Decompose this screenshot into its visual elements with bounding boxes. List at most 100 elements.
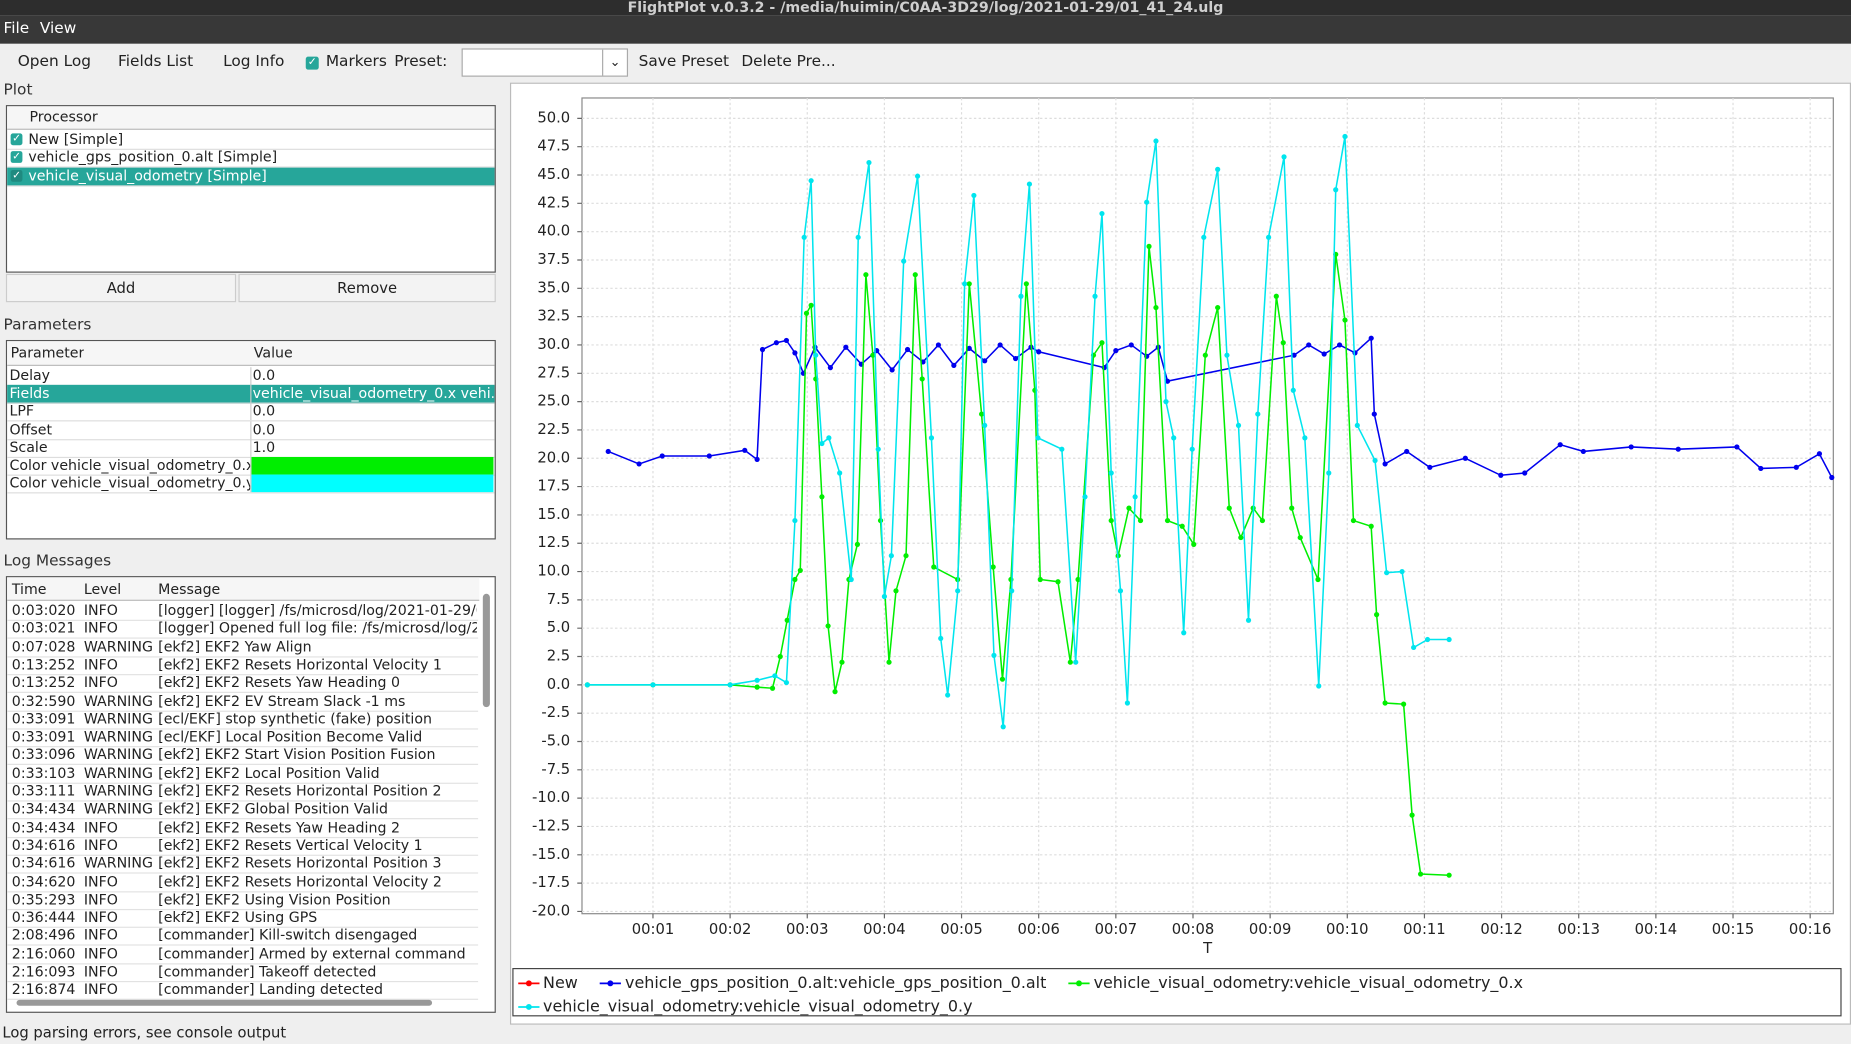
row-checkbox[interactable]: ✓ [10, 133, 23, 146]
parameter-row[interactable]: Color vehicle_visual_odometry_0.y [7, 474, 495, 494]
color-swatch[interactable] [251, 474, 494, 493]
log-row[interactable]: 2:16:093 INFO [commander] Takeoff detected [7, 963, 479, 983]
parameter-value[interactable]: 0.0 [252, 403, 276, 420]
y-tick-label: -15.0 [532, 846, 570, 863]
log-row[interactable]: 0:32:590 WARNING [ekf2] EKF2 EV Stream Sla… [7, 692, 479, 712]
log-row[interactable]: 0:13:252 INFO [ekf2] EKF2 Resets Horizonta… [7, 656, 479, 676]
log-message: [ekf2] EKF2 Using GPS [158, 909, 318, 926]
point-marker [827, 365, 833, 371]
processor-row[interactable]: ✓ vehicle_gps_position_0.alt [Simple] [7, 149, 495, 168]
log-info[interactable]: Log Info [223, 53, 285, 71]
log-time: 0:33:096 [11, 746, 76, 764]
log-row[interactable]: 2:16:060 INFO [commander] Armed by externa… [7, 945, 479, 965]
parameter-row[interactable]: Delay 0.0 [7, 367, 495, 387]
point-marker [826, 435, 832, 441]
log-row[interactable]: 0:33:091 WARNING [ecl/EKF] stop synthetic … [7, 710, 479, 730]
point-marker [1342, 133, 1348, 140]
y-tick-label: -10.0 [532, 789, 570, 806]
log-row[interactable]: 0:35:293 INFO [ekf2] EKF2 Using Vision Pos… [7, 891, 479, 910]
point-marker [931, 564, 937, 570]
color-swatch[interactable] [251, 456, 494, 475]
point-marker [997, 342, 1003, 348]
log-row[interactable]: 0:34:616 INFO [ekf2] EKF2 Resets Vertical … [7, 837, 479, 856]
markers-checkbox[interactable]: ✓ [305, 56, 319, 70]
horizontal-scrollbar[interactable] [16, 999, 433, 1006]
open-log[interactable]: Open Log [17, 53, 91, 71]
point-marker [659, 453, 665, 459]
parameter-row[interactable]: LPF 0.0 [7, 403, 495, 422]
point-marker [951, 362, 957, 368]
log-row[interactable]: 0:34:616 WARNING [ekf2] EKF2 Resets Horizo… [7, 855, 479, 874]
menu-item[interactable]: File [3, 20, 30, 38]
legend-item: vehicle_visual_odometry:vehicle_visual_o… [517, 995, 973, 1015]
point-marker [1354, 422, 1360, 429]
log-row[interactable]: 0:33:096 WARNING [ekf2] EKF2 Start Vision … [7, 746, 479, 766]
parameter-value[interactable]: 0.0 [252, 420, 276, 438]
point-marker [792, 576, 798, 583]
log-row[interactable]: 0:34:434 INFO [ekf2] EKF2 Resets Yaw Headi… [7, 819, 479, 838]
log-row[interactable]: 0:34:620 INFO [ekf2] EKF2 Resets Horizonta… [7, 873, 479, 892]
point-marker [866, 159, 872, 166]
y-tick-label: 37.5 [537, 251, 570, 268]
point-marker [991, 652, 997, 658]
parameter-name: Offset [9, 420, 53, 438]
log-row[interactable]: 2:08:496 INFO [commander] Kill-switch dise… [7, 927, 479, 947]
menu-bar: File View [0, 15, 1851, 44]
remove-button[interactable]: Remove [238, 273, 496, 303]
point-marker [1280, 340, 1286, 346]
column-header: Value [253, 344, 293, 362]
point-marker [1342, 317, 1348, 323]
point-marker [966, 281, 972, 287]
parameter-value[interactable]: vehicle_visual_odometry_0.x vehi... [252, 385, 494, 402]
menu-item[interactable]: View [39, 20, 77, 38]
log-row[interactable]: 2:16:874 INFO [commander] Landing detected [7, 981, 479, 1001]
markers[interactable]: Markers [325, 53, 387, 71]
log-row[interactable]: 0:33:103 WARNING [ekf2] EKF2 Local Positio… [7, 764, 479, 784]
processor-row[interactable]: ✓ vehicle_visual_odometry [Simple] [7, 167, 495, 187]
point-marker [870, 352, 876, 358]
add-button[interactable]: Add [5, 273, 237, 303]
point-marker [1235, 422, 1242, 429]
log-time: 0:13:252 [11, 674, 76, 691]
row-checkbox[interactable]: ✓ [10, 169, 23, 182]
y-tick-label: 35.0 [537, 279, 570, 296]
parameter-row[interactable]: Offset 0.0 [7, 420, 495, 440]
delete-preset[interactable]: Delete Pre... [741, 53, 836, 71]
log-row[interactable]: 0:03:020 INFO [logger] [logger] /fs/micros… [7, 602, 479, 621]
processor-row[interactable]: ✓ New [Simple] [7, 131, 495, 150]
fields-list[interactable]: Fields List [118, 53, 194, 71]
log-message: [ekf2] EKF2 Local Position Valid [158, 764, 380, 782]
vertical-scrollbar[interactable] [482, 593, 490, 708]
log-row[interactable]: 0:36:444 INFO [ekf2] EKF2 Using GPS [7, 909, 479, 928]
parameter-row[interactable]: Scale 1.0 [7, 438, 495, 458]
point-marker [1023, 281, 1029, 287]
point-marker [1137, 517, 1144, 524]
log-row[interactable]: 0:07:028 WARNING [ekf2] EKF2 Yaw Align [7, 638, 479, 658]
log-row[interactable]: 0:33:111 WARNING [ekf2] EKF2 Resets Horizo… [7, 783, 479, 802]
point-marker [1215, 304, 1221, 311]
parameter-row[interactable]: Color vehicle_visual_odometry_0.x [7, 456, 495, 476]
log-row[interactable]: 0:03:021 INFO [logger] Opened full log fil… [7, 620, 479, 640]
parameter-value[interactable]: 0.0 [252, 367, 276, 384]
point-marker [1226, 505, 1232, 511]
log-level: INFO [83, 891, 118, 908]
log-table: Time Level Message 0:03:020 INFO [logger] [lo… [5, 576, 496, 1013]
save-preset[interactable]: Save Preset [638, 53, 730, 71]
point-marker [650, 682, 656, 688]
preset-combo[interactable]: ⌄ [461, 48, 629, 77]
log-time: 2:16:093 [11, 963, 76, 980]
parameter-row[interactable]: Fields vehicle_visual_odometry_0.x vehi..… [7, 385, 495, 404]
parameter-name: Color vehicle_visual_odometry_0.x [9, 456, 251, 474]
row-checkbox[interactable]: ✓ [10, 151, 23, 164]
y-tick-label: -2.5 [541, 704, 570, 721]
parameter-value[interactable]: 1.0 [252, 438, 276, 456]
log-row[interactable]: 0:13:252 INFO [ekf2] EKF2 Resets Yaw Headi… [7, 674, 479, 694]
log-message: [logger] [logger] /fs/microsd/log/2021-0… [158, 602, 477, 619]
x-tick-label: 00:04 [863, 921, 906, 938]
processor-label: vehicle_visual_odometry [Simple] [28, 167, 267, 184]
log-row[interactable]: 0:33:091 WARNING [ecl/EKF] Local Position … [7, 728, 479, 748]
log-message: [commander] Takeoff detected [158, 963, 377, 980]
point-marker [1036, 349, 1042, 355]
log-row[interactable]: 0:34:434 WARNING [ekf2] EKF2 Global Positi… [7, 801, 479, 820]
point-marker [808, 302, 814, 308]
